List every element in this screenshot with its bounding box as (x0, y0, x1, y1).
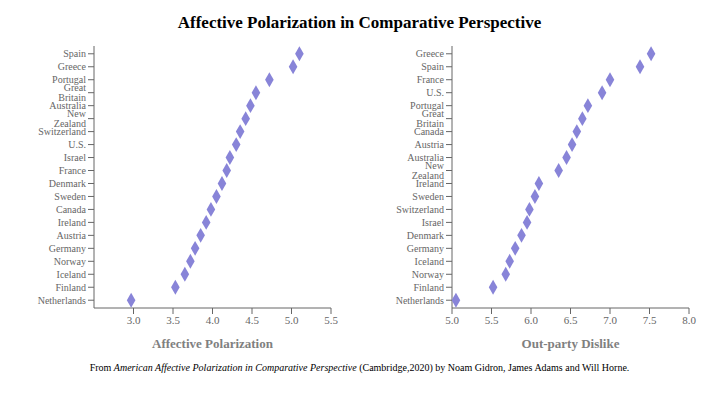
svg-text:Finland: Finland (55, 282, 86, 293)
svg-text:Canada: Canada (56, 204, 87, 215)
svg-text:8.0: 8.0 (682, 314, 696, 326)
svg-text:Germany: Germany (407, 243, 444, 254)
svg-text:Sweden: Sweden (412, 191, 444, 202)
svg-text:Netherlands: Netherlands (396, 295, 444, 306)
svg-text:Finland: Finland (413, 282, 444, 293)
svg-text:Germany: Germany (49, 243, 86, 254)
svg-text:Austria: Austria (57, 230, 87, 241)
svg-text:4.5: 4.5 (245, 314, 259, 326)
svg-text:U.S.: U.S. (68, 139, 86, 150)
svg-text:Ireland: Ireland (58, 217, 86, 228)
svg-text:Norway: Norway (412, 269, 444, 280)
svg-text:Netherlands: Netherlands (38, 295, 86, 306)
svg-text:7.0: 7.0 (603, 314, 617, 326)
svg-text:Denmark: Denmark (407, 230, 444, 241)
svg-text:Out-party Dislike: Out-party Dislike (522, 336, 620, 351)
svg-text:Switzerland: Switzerland (396, 204, 444, 215)
svg-text:Austria: Austria (415, 139, 445, 150)
svg-text:Spain: Spain (421, 61, 444, 72)
svg-text:5.0: 5.0 (445, 314, 459, 326)
svg-text:France: France (417, 74, 445, 85)
svg-text:Iceland: Iceland (415, 256, 444, 267)
svg-text:5.5: 5.5 (485, 314, 499, 326)
svg-text:Affective Polarization: Affective Polarization (152, 336, 274, 351)
svg-text:France: France (59, 165, 87, 176)
svg-text:4.0: 4.0 (206, 314, 220, 326)
svg-text:Denmark: Denmark (49, 178, 86, 189)
svg-text:Canada: Canada (414, 126, 445, 137)
svg-text:3.0: 3.0 (127, 314, 141, 326)
svg-text:Norway: Norway (54, 256, 86, 267)
svg-text:5.0: 5.0 (285, 314, 299, 326)
svg-text:Spain: Spain (63, 48, 86, 59)
svg-text:3.5: 3.5 (166, 314, 180, 326)
svg-text:Israel: Israel (422, 217, 444, 228)
svg-text:5.5: 5.5 (324, 314, 338, 326)
svg-text:Switzerland: Switzerland (38, 126, 86, 137)
svg-text:6.5: 6.5 (564, 314, 578, 326)
svg-text:Iceland: Iceland (57, 269, 86, 280)
svg-text:6.0: 6.0 (524, 314, 538, 326)
svg-text:Sweden: Sweden (54, 191, 86, 202)
svg-text:Greece: Greece (58, 61, 87, 72)
svg-text:U.S.: U.S. (426, 87, 444, 98)
svg-text:Ireland: Ireland (416, 178, 444, 189)
svg-text:Greece: Greece (416, 48, 445, 59)
svg-text:7.5: 7.5 (643, 314, 657, 326)
svg-text:Israel: Israel (64, 152, 86, 163)
